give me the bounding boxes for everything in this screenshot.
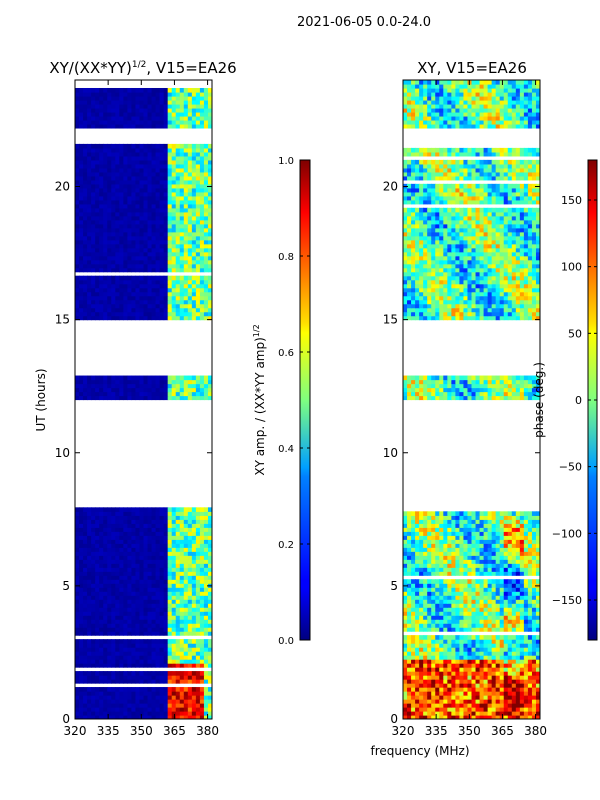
y-tick-label: 20 [55,180,70,194]
colorbar-tick-label: 0.6 [278,348,294,359]
x-tick-label: 380 [196,724,219,738]
amp-ratio-ylabel: UT (hours) [34,368,48,431]
colorbar-tick-label: 100 [561,261,582,274]
amp-ratio-ticks: 320 335 350 365 380 0 5 10 15 20 [55,80,219,738]
amp-ratio-panel: XY/(XX*YY)1/2, V15=EA26 320 335 350 365 380 0… [34,59,237,738]
y-tick-label: 0 [62,712,70,726]
phase-panel: XY, V15=EA26 320 335 350 365 380 0 5 10 15 20 [383,59,547,738]
colorbar-tick-label: −150 [552,594,582,607]
amp-ratio-colorbar-gradient [299,159,311,641]
y-tick-label: 20 [383,180,398,194]
y-tick-label: 15 [55,313,70,327]
y-tick-label: 15 [383,313,398,327]
amp-ratio-colorbar-ticks: 0.0 0.2 0.4 0.6 0.8 1.0 [278,156,310,647]
colorbar-tick-label: 50 [568,327,582,340]
amp-ratio-title: XY/(XX*YY)1/2, V15=EA26 [49,59,236,77]
phase-ticks: 320 335 350 365 380 0 5 10 15 20 [383,80,547,738]
colorbar-tick-label: 0.2 [278,540,294,551]
x-tick-label: 335 [425,724,448,738]
figure-suptitle: 2021-06-05 0.0-24.0 [297,15,431,30]
colorbar-tick-label: 0.4 [278,444,294,455]
colorbar-tick-label: 1.0 [278,156,294,167]
colorbar-tick-label: −100 [552,527,582,540]
colorbar-tick-label: 0.8 [278,252,294,263]
colorbar-tick-label: −50 [559,461,582,474]
phase-axes-frame [402,79,541,720]
x-tick-label: 365 [163,724,186,738]
x-tick-label: 335 [97,724,120,738]
x-tick-label: 350 [458,724,481,738]
colorbar-tick-label: 150 [561,194,582,207]
x-tick-label: 320 [64,724,87,738]
x-tick-label: 380 [524,724,547,738]
phase-colorbar-label: phase (deg.) [532,362,546,438]
y-tick-label: 0 [390,712,398,726]
y-tick-label: 10 [383,446,398,460]
amp-ratio-colorbar: 0.0 0.2 0.4 0.6 0.8 1.0 XY amp. / (XX*YY amp)… [252,156,311,647]
phase-title: XY, V15=EA26 [417,59,527,77]
x-tick-label: 350 [130,724,153,738]
y-tick-label: 10 [55,446,70,460]
y-tick-label: 5 [390,579,398,593]
phase-heatmap [403,80,540,719]
shared-xlabel: frequency (MHz) [370,744,469,758]
phase-colorbar-ticks: −150 −100 −50 0 50 100 150 [552,194,597,607]
y-tick-label: 5 [62,579,70,593]
colorbar-tick-label: 0 [575,394,582,407]
x-tick-label: 320 [392,724,415,738]
amp-ratio-heatmap [75,87,212,719]
x-tick-label: 365 [491,724,514,738]
phase-colorbar: −150 −100 −50 0 50 100 150 phase (deg.) [532,159,598,641]
colorbar-tick-label: 0.0 [278,636,294,647]
amp-ratio-axes-frame [74,79,213,720]
amp-ratio-colorbar-label: XY amp. / (XX*YY amp)1/2 [252,324,267,475]
